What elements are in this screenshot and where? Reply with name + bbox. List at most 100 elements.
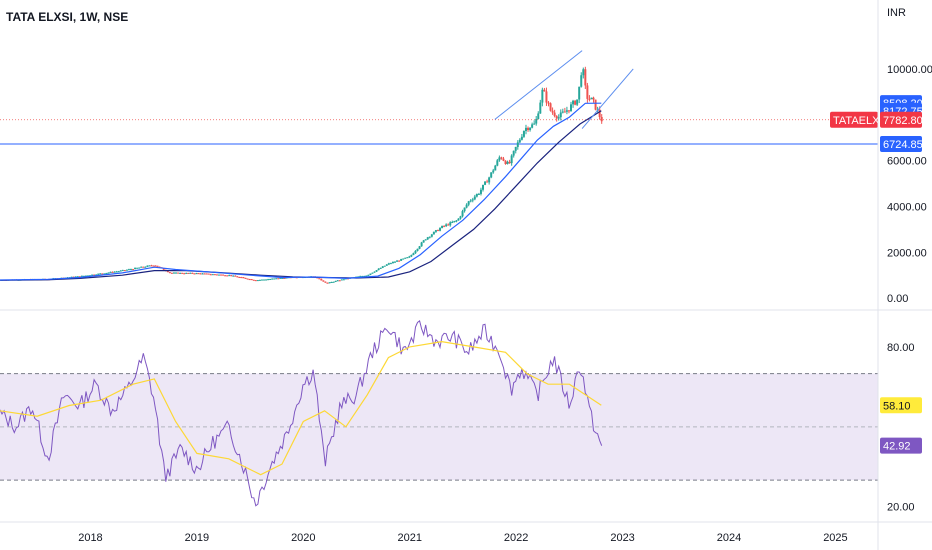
candle-body (559, 112, 562, 118)
candle-body (150, 265, 153, 267)
candle-body (224, 275, 227, 277)
candle-body (436, 230, 439, 232)
candle-body (553, 112, 556, 117)
candle-body (555, 116, 558, 119)
candle-body (87, 275, 90, 277)
candle-body (465, 204, 468, 208)
candle-body (322, 280, 325, 282)
candle-body (551, 110, 554, 113)
candle-body (578, 86, 581, 100)
candle-body (535, 119, 538, 124)
candle-body (539, 102, 542, 114)
candle-body (183, 273, 186, 275)
ma-slow-line (0, 110, 602, 281)
candle-body (490, 172, 493, 178)
candle-body (273, 278, 276, 280)
candle-body (439, 228, 442, 231)
candle-body (379, 267, 382, 269)
candle-body (187, 272, 190, 274)
candle-body (318, 278, 321, 280)
rsi-band (0, 373, 878, 481)
candle-body (197, 273, 200, 275)
x-tick-label: 2020 (291, 532, 315, 544)
candle-body (232, 275, 235, 277)
candle-body (527, 127, 530, 131)
candle-body (387, 263, 390, 265)
candle-body (359, 276, 362, 278)
candle-body (541, 89, 544, 103)
rsi-y-tick: 80.00 (887, 342, 915, 354)
candle-body (459, 216, 462, 219)
rsi-badge-bg (880, 437, 922, 454)
candle-body (365, 275, 368, 277)
candle-body (469, 200, 472, 202)
candle-body (494, 165, 497, 171)
x-tick-label: 2022 (504, 532, 528, 544)
x-tick-label: 2021 (397, 532, 421, 544)
candle-body (498, 157, 501, 161)
candle-body (111, 271, 114, 273)
candle-body (563, 111, 566, 113)
candle-body (95, 274, 98, 276)
candle-body (236, 276, 239, 278)
candle-body (115, 271, 118, 273)
candle-body (590, 97, 593, 100)
candle-body (506, 161, 509, 165)
candle-body (269, 278, 272, 280)
candle-body (324, 281, 327, 283)
candle-body (222, 274, 225, 276)
candle-body (127, 269, 130, 271)
candle-body (576, 99, 579, 105)
candle-body (263, 279, 266, 281)
candle-body (254, 280, 257, 282)
candle-body (181, 272, 184, 274)
candle-body (461, 211, 464, 217)
price-y-tick: 10000.00 (887, 64, 932, 76)
candle-body (336, 280, 339, 282)
candle-body (529, 127, 532, 131)
candle-body (138, 267, 141, 269)
candle-body (117, 271, 120, 273)
candle-body (211, 274, 214, 276)
candle-body (375, 270, 378, 272)
candle-body (383, 265, 386, 267)
candle-body (420, 242, 423, 247)
x-tick-label: 2024 (717, 532, 741, 544)
candle-body (522, 131, 525, 137)
candle-body (484, 181, 487, 185)
candle-body (574, 100, 577, 105)
price-pane: 10000.00 6000.00 4000.00 2000.00 0.00 (0, 50, 932, 305)
candle-body (410, 255, 413, 257)
candle-body (256, 280, 259, 282)
price-y-tick: 4000.00 (887, 201, 927, 213)
candle-body (572, 100, 575, 105)
candle-body (82, 275, 85, 277)
candle-body (418, 246, 421, 249)
price-badge: 7782.80 (883, 115, 923, 127)
rsi-badge: 58.10 (883, 400, 911, 412)
candle-body (281, 277, 284, 279)
rsi-line (0, 320, 603, 507)
candle-body (447, 224, 450, 226)
candle-body (248, 279, 251, 281)
candle-body (567, 110, 570, 112)
candle-body (242, 277, 245, 279)
candle-body (277, 278, 280, 280)
candle-body (330, 281, 333, 283)
candle-body (146, 265, 149, 267)
candle-body (510, 155, 513, 164)
candle-body (267, 279, 270, 281)
candle-body (125, 269, 128, 271)
candle-body (565, 110, 568, 112)
candle-body (426, 237, 429, 240)
price-badge-bg (880, 136, 922, 153)
candle-body (500, 157, 503, 159)
candle-body (195, 273, 198, 275)
candle-body (430, 234, 433, 237)
candle-body (518, 139, 521, 143)
candle-body (342, 279, 345, 281)
candle-body (570, 104, 573, 112)
candle-body (213, 274, 216, 276)
candle-body (592, 97, 595, 100)
